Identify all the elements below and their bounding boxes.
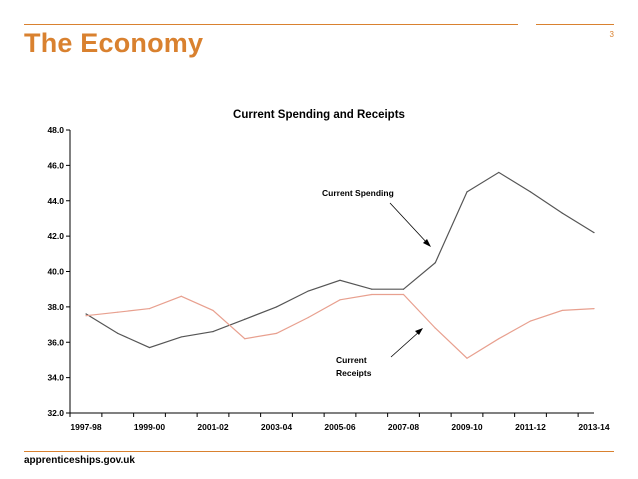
data-point: [307, 290, 309, 292]
data-point: [148, 346, 151, 349]
data-point: [529, 191, 532, 193]
slide-title: The Economy: [24, 28, 204, 58]
data-point: [180, 336, 182, 338]
footer-url: apprenticeships.gov.uk: [24, 455, 135, 466]
x-tick-label: 2011-12: [515, 422, 546, 432]
x-tick-label: 2003-04: [261, 422, 292, 432]
data-point: [402, 288, 405, 290]
annotation-arrowhead-spending: [423, 239, 431, 247]
y-tick-label: 46.0: [47, 160, 64, 170]
data-point: [117, 311, 119, 313]
data-point: [117, 332, 119, 335]
data-point: [275, 332, 278, 335]
y-tick-label: 36.0: [47, 337, 64, 347]
x-tick-label: 2007-08: [388, 422, 419, 432]
x-tick-label: 2013-14: [578, 422, 609, 432]
y-tick-label: 32.0: [47, 408, 64, 418]
data-point: [593, 231, 595, 234]
y-tick-label: 44.0: [47, 196, 64, 206]
data-point: [561, 309, 563, 312]
data-point: [212, 331, 214, 333]
data-point: [212, 309, 214, 312]
data-point: [593, 308, 595, 310]
data-point: [498, 171, 500, 174]
data-point: [339, 279, 341, 281]
y-tick-label: 34.0: [47, 373, 64, 383]
y-tick-label: 42.0: [47, 231, 64, 241]
series-line-current-receipts: [85, 293, 595, 359]
data-point: [402, 293, 405, 296]
page-number: 3: [609, 30, 614, 39]
x-tick-label: 2005-06: [324, 422, 355, 432]
data-point: [466, 357, 468, 359]
x-tick-label: 2001-02: [197, 422, 228, 432]
header-rule-left: [24, 24, 518, 25]
data-point: [529, 320, 532, 322]
data-point: [148, 308, 151, 310]
series-line-current-spending: [85, 171, 595, 349]
x-axis-ticks: 1997-98 1999-00 2001-02 2003-04 2005-06 2007-…: [69, 413, 610, 432]
annotation-current-spending: Current Spending: [322, 188, 394, 198]
data-point: [275, 306, 278, 308]
data-point: [434, 262, 436, 264]
data-point: [434, 327, 436, 329]
data-point: [371, 293, 373, 296]
series-layer: [85, 171, 595, 359]
annotation-arrow-receipts: [390, 330, 421, 358]
y-tick-label: 48.0: [47, 125, 64, 135]
annotation-arrowhead-receipts: [415, 328, 423, 335]
data-point: [339, 299, 341, 301]
data-point: [466, 191, 468, 193]
y-tick-label: 38.0: [47, 302, 64, 312]
x-tick-label: 2009-10: [451, 422, 482, 432]
chart-title: Current Spending and Receipts: [233, 109, 405, 121]
annotation-current-receipts-line2: Receipts: [336, 368, 372, 378]
data-point: [85, 313, 87, 315]
data-point: [307, 316, 309, 319]
annotation-current-receipts-line1: Current: [336, 355, 367, 365]
x-tick-label: 1997-98: [70, 422, 101, 432]
data-point: [244, 318, 246, 320]
data-point: [85, 315, 87, 317]
y-axis-ticks: 32.0 34.0 36.0 38.0 40.0 42.0 44.0 46.0 48.0: [47, 125, 70, 418]
header-rule-right: [536, 24, 614, 25]
y-tick-label: 40.0: [47, 267, 64, 277]
data-point: [180, 295, 182, 297]
x-tick-label: 1999-00: [134, 422, 165, 432]
data-point: [371, 288, 373, 290]
data-point: [561, 212, 563, 214]
data-point: [498, 338, 500, 340]
data-point: [244, 338, 246, 340]
footer-rule: [24, 451, 614, 452]
annotation-arrow-spending: [389, 202, 429, 245]
